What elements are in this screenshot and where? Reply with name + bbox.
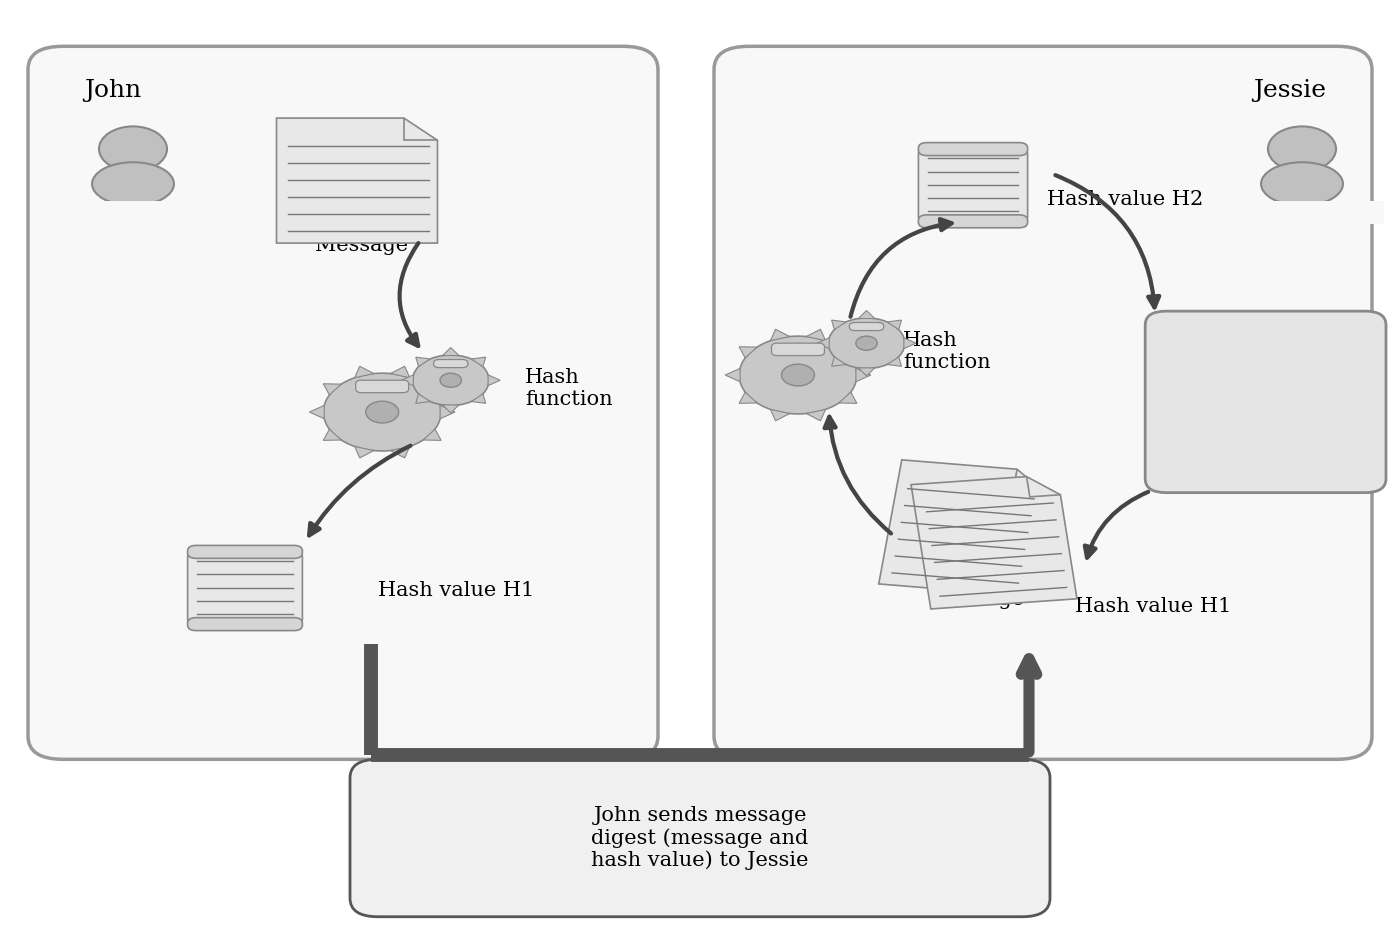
Polygon shape: [423, 429, 441, 441]
Polygon shape: [858, 368, 875, 376]
Circle shape: [829, 318, 904, 369]
Polygon shape: [391, 367, 410, 378]
Polygon shape: [818, 338, 829, 348]
Polygon shape: [440, 406, 455, 419]
Polygon shape: [423, 383, 441, 395]
FancyBboxPatch shape: [350, 759, 1050, 917]
Polygon shape: [839, 392, 857, 404]
Polygon shape: [832, 357, 846, 367]
Text: If hash values
match, data is
unaltered: If hash values match, data is unaltered: [1190, 371, 1341, 434]
Polygon shape: [472, 394, 486, 404]
Circle shape: [739, 336, 857, 414]
Circle shape: [440, 373, 462, 387]
Text: John: John: [84, 79, 141, 102]
Polygon shape: [442, 405, 459, 413]
Polygon shape: [855, 369, 871, 382]
Polygon shape: [354, 446, 374, 457]
Polygon shape: [402, 375, 413, 385]
Polygon shape: [416, 357, 430, 367]
Circle shape: [855, 336, 878, 350]
FancyArrowPatch shape: [1085, 492, 1148, 557]
FancyArrowPatch shape: [399, 243, 419, 346]
FancyArrowPatch shape: [1056, 175, 1159, 307]
Circle shape: [1268, 126, 1336, 171]
Text: Hash
function: Hash function: [525, 369, 613, 409]
Ellipse shape: [1261, 162, 1343, 206]
Polygon shape: [770, 409, 790, 420]
Circle shape: [781, 364, 815, 386]
Text: Jessie: Jessie: [1253, 79, 1326, 102]
Polygon shape: [806, 330, 826, 341]
FancyBboxPatch shape: [356, 381, 409, 393]
Polygon shape: [879, 460, 1044, 595]
FancyBboxPatch shape: [28, 46, 658, 759]
Polygon shape: [725, 369, 741, 382]
Text: Hash value H2: Hash value H2: [1047, 190, 1204, 208]
Polygon shape: [739, 346, 757, 358]
Text: Message: Message: [931, 590, 1025, 609]
Ellipse shape: [92, 162, 174, 206]
Polygon shape: [806, 409, 826, 420]
Text: Hash value H1: Hash value H1: [1075, 597, 1232, 617]
Polygon shape: [391, 446, 410, 457]
Polygon shape: [832, 320, 846, 330]
Polygon shape: [839, 346, 857, 358]
Polygon shape: [888, 357, 902, 367]
Polygon shape: [904, 338, 916, 348]
Polygon shape: [277, 118, 437, 243]
FancyBboxPatch shape: [1221, 201, 1383, 224]
FancyBboxPatch shape: [1145, 311, 1386, 493]
Circle shape: [99, 126, 167, 171]
Circle shape: [323, 373, 441, 451]
FancyBboxPatch shape: [918, 150, 1028, 220]
Circle shape: [413, 355, 489, 406]
Text: Hash value H1: Hash value H1: [378, 582, 535, 600]
Polygon shape: [416, 394, 430, 404]
FancyArrowPatch shape: [850, 219, 952, 317]
FancyBboxPatch shape: [434, 359, 468, 368]
FancyArrowPatch shape: [825, 417, 890, 533]
FancyArrowPatch shape: [309, 445, 410, 535]
Polygon shape: [442, 347, 459, 356]
Polygon shape: [770, 330, 790, 341]
Text: John sends message
digest (message and
hash value) to Jessie: John sends message digest (message and h…: [591, 806, 809, 870]
FancyBboxPatch shape: [188, 545, 302, 558]
FancyBboxPatch shape: [188, 553, 302, 623]
Polygon shape: [309, 406, 325, 419]
Polygon shape: [858, 310, 875, 319]
FancyBboxPatch shape: [52, 201, 216, 224]
FancyBboxPatch shape: [918, 215, 1028, 228]
Polygon shape: [354, 367, 374, 378]
Polygon shape: [323, 383, 342, 395]
FancyBboxPatch shape: [188, 618, 302, 631]
FancyBboxPatch shape: [714, 46, 1372, 759]
Polygon shape: [911, 477, 1077, 609]
Polygon shape: [472, 357, 486, 367]
FancyBboxPatch shape: [771, 344, 825, 356]
Polygon shape: [888, 320, 902, 330]
Text: Message: Message: [315, 236, 407, 256]
FancyBboxPatch shape: [918, 143, 1028, 156]
Polygon shape: [489, 375, 500, 385]
Circle shape: [365, 401, 399, 423]
FancyBboxPatch shape: [850, 322, 883, 331]
Text: Hash
function: Hash function: [903, 332, 991, 372]
Polygon shape: [323, 429, 342, 441]
Polygon shape: [739, 392, 757, 404]
